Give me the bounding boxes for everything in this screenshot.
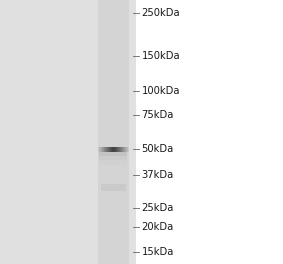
Bar <box>99 152 127 165</box>
Bar <box>116 147 117 152</box>
Bar <box>110 147 111 152</box>
Bar <box>99 152 127 160</box>
Bar <box>128 147 129 152</box>
Bar <box>109 147 110 152</box>
Bar <box>125 147 126 152</box>
Bar <box>107 147 108 152</box>
Bar <box>110 147 111 152</box>
Text: 150kDa: 150kDa <box>142 51 180 61</box>
Bar <box>106 147 107 152</box>
Bar <box>101 184 126 191</box>
Bar <box>114 147 115 152</box>
Bar <box>113 147 114 152</box>
Bar <box>100 147 101 152</box>
Bar <box>100 147 101 152</box>
Bar <box>115 147 116 152</box>
Bar <box>126 147 127 152</box>
Bar <box>108 147 109 152</box>
Bar <box>98 147 100 152</box>
Bar <box>120 147 121 152</box>
Bar <box>98 0 129 264</box>
Bar <box>112 147 113 152</box>
Bar <box>0 0 136 264</box>
Bar <box>122 147 123 152</box>
Bar <box>102 147 103 152</box>
Bar <box>128 147 129 152</box>
Text: 100kDa: 100kDa <box>142 86 180 96</box>
Bar <box>111 147 112 152</box>
Bar <box>99 152 127 156</box>
Bar <box>113 147 114 152</box>
Text: 15kDa: 15kDa <box>142 247 174 257</box>
Bar <box>99 147 100 152</box>
Bar <box>107 147 108 152</box>
Text: 250kDa: 250kDa <box>142 8 180 18</box>
Bar <box>118 147 119 152</box>
Text: 75kDa: 75kDa <box>142 110 174 120</box>
Text: 50kDa: 50kDa <box>142 144 174 154</box>
Bar <box>127 147 128 152</box>
Bar <box>125 147 126 152</box>
Bar <box>117 147 118 152</box>
Text: 25kDa: 25kDa <box>142 203 174 213</box>
Bar <box>112 147 113 152</box>
Text: 20kDa: 20kDa <box>142 222 174 232</box>
Bar <box>121 147 122 152</box>
Bar <box>101 147 102 152</box>
Bar <box>105 147 106 152</box>
Bar <box>123 147 124 152</box>
Bar <box>109 147 110 152</box>
Bar <box>122 147 123 152</box>
Bar <box>98 147 99 152</box>
Bar <box>120 147 121 152</box>
Bar <box>115 147 116 152</box>
Bar <box>104 147 105 152</box>
Bar <box>119 147 120 152</box>
Text: 37kDa: 37kDa <box>142 170 174 180</box>
Bar <box>124 147 125 152</box>
Bar <box>103 147 104 152</box>
Bar <box>123 147 125 152</box>
